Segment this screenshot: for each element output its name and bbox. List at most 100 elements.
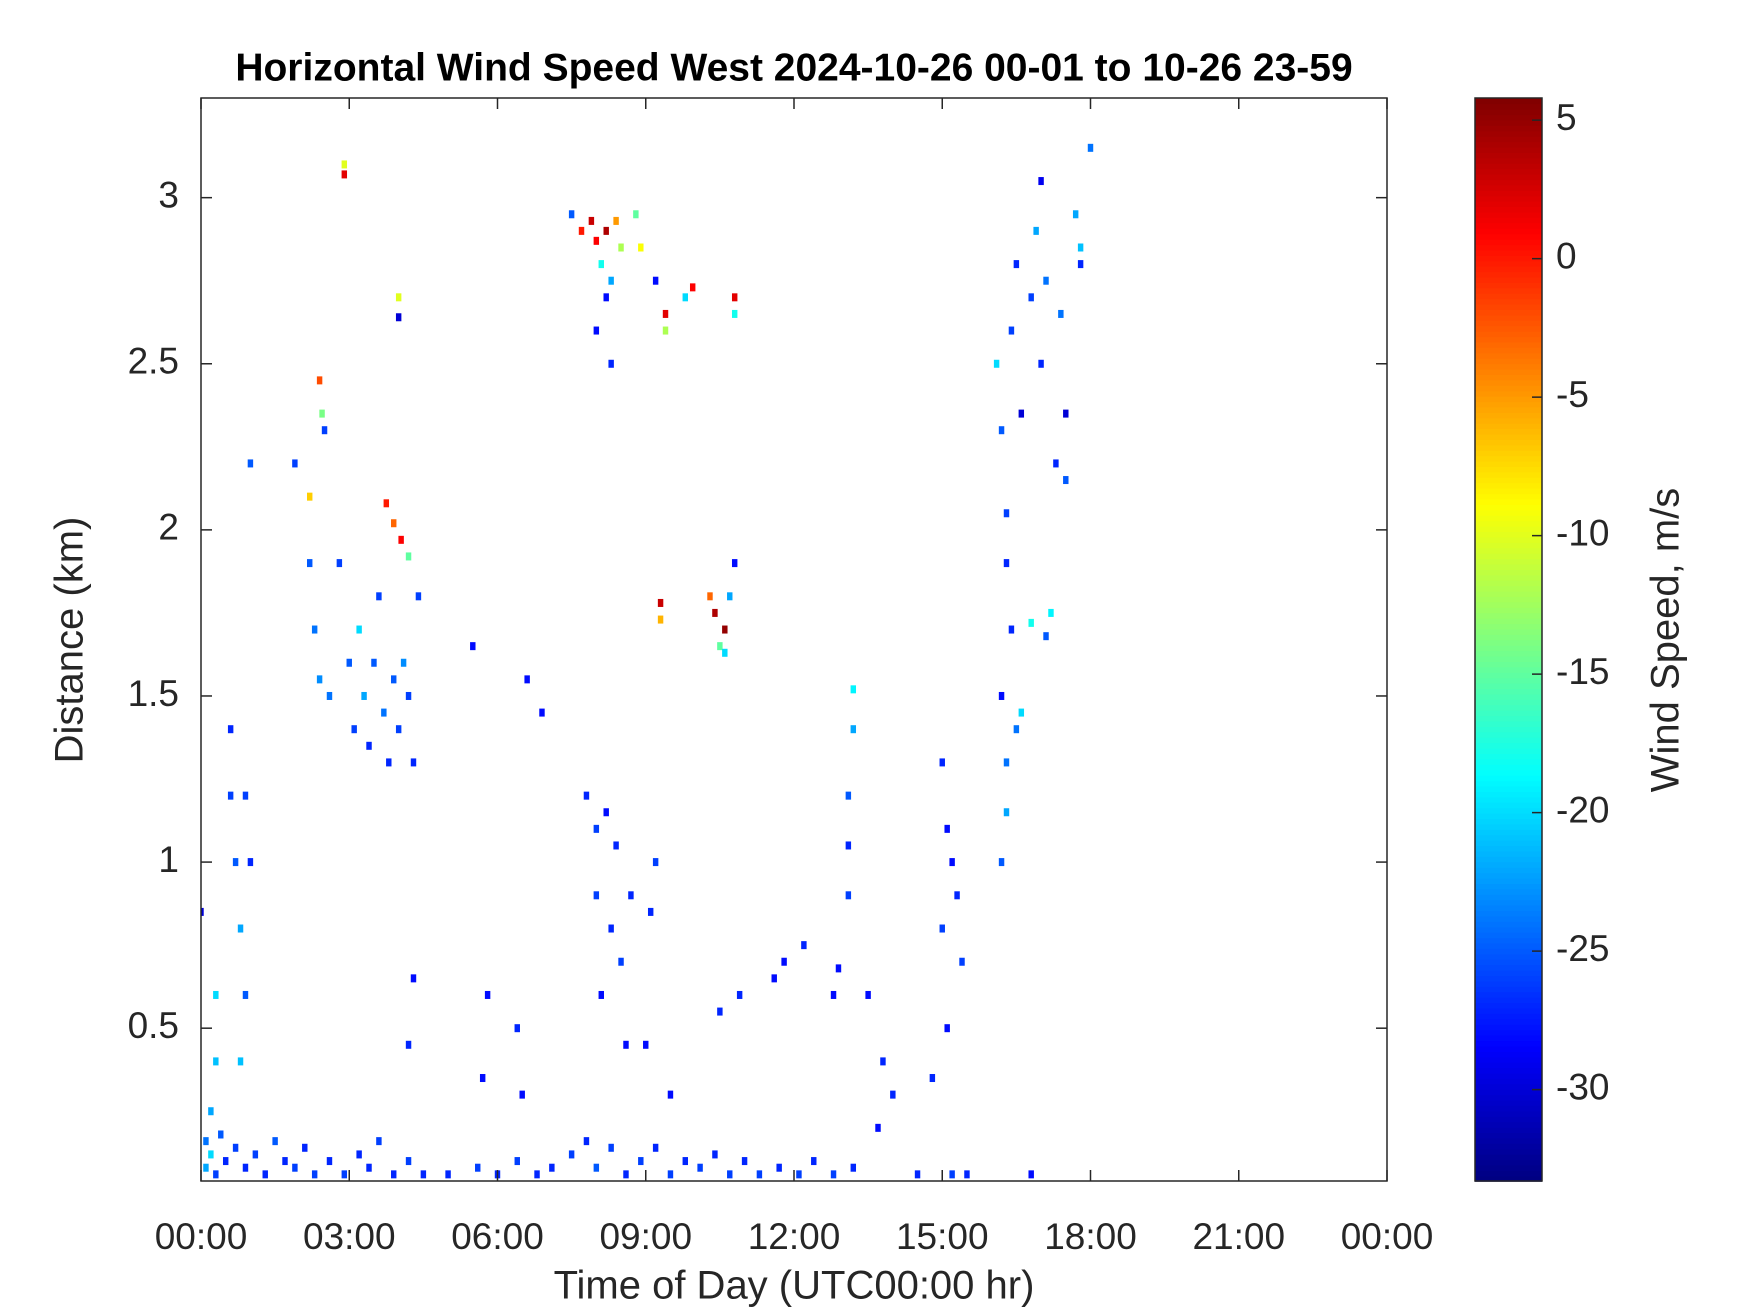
heat-cell	[282, 1157, 288, 1166]
heat-cell	[603, 293, 609, 302]
colorbar-strip	[1475, 422, 1542, 430]
heat-cell	[222, 1157, 229, 1166]
colorbar-strip	[1475, 1002, 1542, 1009]
heat-cell	[524, 675, 530, 684]
y-tick-label: 3	[158, 174, 179, 215]
colorbar-strip	[1475, 260, 1542, 267]
colorbar-strip	[1475, 623, 1542, 630]
colorbar-strip	[1475, 845, 1542, 852]
heat-cell	[697, 1163, 703, 1172]
heat-cell	[652, 276, 659, 285]
colorbar-strip	[1475, 206, 1542, 213]
heat-cell	[830, 1170, 837, 1179]
colorbar-strip	[1475, 227, 1542, 235]
heat-cell	[213, 1057, 219, 1066]
heat-cell	[598, 990, 604, 999]
heat-cell	[1003, 559, 1010, 568]
colorbar-strip	[1475, 282, 1542, 289]
colorbar-strip	[1475, 991, 1542, 998]
colorbar-strip	[1475, 390, 1542, 397]
heat-cell	[781, 957, 787, 966]
heat-cell	[682, 293, 689, 302]
colorbar-strip	[1475, 314, 1542, 321]
colorbar-strip	[1475, 688, 1542, 695]
heat-cell	[405, 691, 412, 700]
colorbar-strip	[1475, 417, 1542, 424]
heat-cell	[400, 658, 407, 667]
heat-cell	[1077, 260, 1084, 269]
heat-cell	[593, 824, 600, 833]
colorbar-strip	[1475, 1099, 1542, 1106]
heat-cell	[801, 941, 807, 950]
colorbar-strip	[1475, 894, 1542, 901]
heat-cell	[410, 974, 417, 983]
heat-cell	[227, 791, 234, 800]
heat-cell	[845, 791, 852, 800]
heat-cell	[1003, 758, 1010, 767]
heat-cell	[731, 309, 738, 318]
colorbar-strip	[1475, 926, 1542, 933]
heat-cell	[633, 210, 639, 219]
heat-cell	[371, 658, 377, 667]
heat-cell	[203, 1137, 209, 1146]
heat-cell	[470, 642, 476, 651]
cells	[201, 143, 1094, 1179]
heat-cell	[316, 675, 323, 684]
heat-cell	[201, 907, 204, 916]
heat-cell	[667, 1170, 674, 1179]
colorbar-strip	[1475, 986, 1542, 993]
heat-cell	[939, 758, 945, 767]
colorbar-strip	[1475, 493, 1542, 500]
colorbar-strip	[1475, 1018, 1542, 1025]
colorbar-strip	[1475, 217, 1542, 224]
heat-cell	[568, 1150, 575, 1159]
heat-cell	[326, 1157, 333, 1166]
colorbar-strip	[1475, 195, 1542, 202]
heat-cell	[939, 924, 945, 933]
heat-cell	[351, 725, 357, 734]
heat-cell	[242, 791, 249, 800]
heat-cell	[227, 725, 234, 734]
heat-cell	[1008, 625, 1015, 634]
heat-cell	[1058, 309, 1064, 318]
colorbar-strip	[1475, 379, 1542, 386]
colorbar-strip	[1475, 607, 1542, 614]
y-tick-label: 2.5	[128, 341, 179, 382]
heat-cell	[405, 1040, 412, 1049]
x-tick-label: 00:00	[155, 1216, 248, 1257]
colorbar-tick-label: -20	[1556, 789, 1609, 830]
colorbar-strip	[1475, 834, 1542, 841]
heat-cell	[727, 592, 733, 601]
heat-cell	[667, 1090, 674, 1099]
colorbar-strip	[1475, 1170, 1542, 1177]
colorbar-strip	[1475, 883, 1542, 890]
plot-area	[201, 98, 1387, 1181]
heat-cell	[218, 1130, 224, 1139]
colorbar-strip	[1475, 542, 1542, 549]
colorbar-tick-label: -5	[1556, 374, 1589, 415]
colorbar-strip	[1475, 655, 1542, 662]
colorbar-strip	[1475, 412, 1542, 419]
heat-cell	[593, 891, 600, 900]
heat-cell	[949, 858, 955, 867]
heat-cell	[247, 858, 254, 867]
colorbar-strip	[1475, 320, 1542, 327]
colorbar-strip	[1475, 287, 1542, 294]
colorbar-strip	[1475, 1051, 1542, 1058]
colorbar-strip	[1475, 292, 1542, 300]
colorbar-strip	[1475, 1116, 1542, 1123]
heat-cell	[603, 808, 609, 817]
colorbar-strip	[1475, 850, 1542, 857]
x-tick-label: 03:00	[303, 1216, 396, 1257]
colorbar-strip	[1475, 1132, 1542, 1139]
heat-cell	[311, 1170, 318, 1179]
heat-cell	[593, 326, 600, 335]
heat-cell	[361, 691, 367, 700]
colorbar-strip	[1475, 103, 1542, 110]
y-tick-label: 1	[158, 839, 179, 880]
colorbar-strip	[1475, 119, 1542, 126]
heat-cell	[415, 592, 422, 601]
colorbar-strip	[1475, 487, 1542, 495]
heat-cell	[479, 1074, 486, 1083]
